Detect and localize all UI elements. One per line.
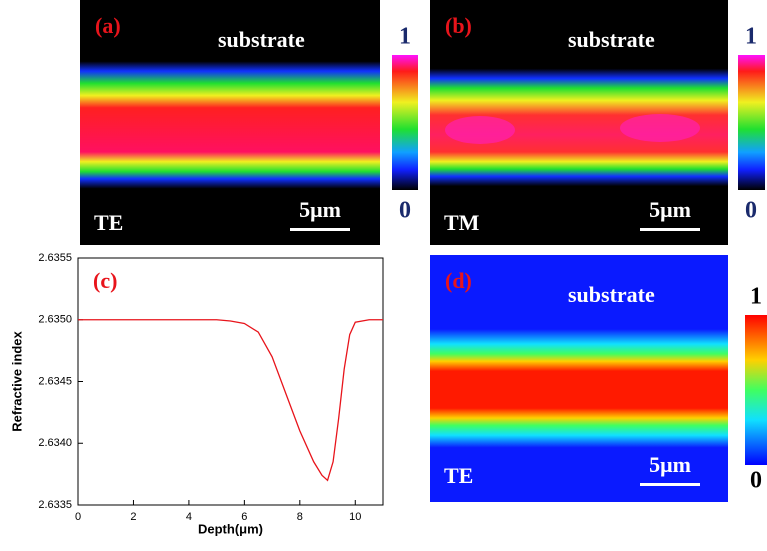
y-tick-label: 2.6345 <box>38 375 72 387</box>
panel-label: (d) <box>445 268 472 293</box>
y-tick-label: 2.6335 <box>38 499 72 511</box>
scale-bar <box>640 483 700 486</box>
region-label: substrate <box>568 282 655 307</box>
scale-bar-label: 5μm <box>649 197 691 222</box>
mode-label: TE <box>94 210 123 235</box>
y-axis-label: Refractive index <box>9 331 24 432</box>
colorbar-tick-label: 0 <box>745 198 757 224</box>
mode-label: TE <box>444 463 473 488</box>
colorbar-tick-label: 0 <box>399 198 411 224</box>
colorbar-tick-label: 1 <box>399 24 411 50</box>
panel-label: (a) <box>95 13 121 38</box>
y-tick-label: 2.6355 <box>38 252 72 264</box>
x-tick-label: 4 <box>186 511 192 523</box>
y-tick-label: 2.6340 <box>38 437 72 449</box>
mode-hotspot <box>445 116 515 144</box>
panel-label: (b) <box>445 13 472 38</box>
mode-label: TM <box>444 210 480 235</box>
y-tick-label: 2.6350 <box>38 314 72 326</box>
scale-bar <box>290 228 350 231</box>
x-tick-label: 2 <box>130 511 136 523</box>
colorbar <box>392 55 418 190</box>
colorbar-tick-label: 1 <box>750 284 762 310</box>
scale-bar <box>640 228 700 231</box>
colorbar <box>745 315 767 465</box>
x-tick-label: 8 <box>297 511 303 523</box>
colorbar-tick-label: 0 <box>750 468 762 494</box>
line-series <box>78 320 383 481</box>
plot-frame <box>78 258 383 505</box>
scale-bar-label: 5μm <box>649 452 691 477</box>
region-label: substrate <box>568 27 655 52</box>
x-tick-label: 0 <box>75 511 81 523</box>
scale-bar-label: 5μm <box>299 197 341 222</box>
panel-label: (c) <box>93 268 117 293</box>
figure: (a)substrateTE5μm10(b)substrateTM5μm10(d… <box>0 0 767 546</box>
colorbar-tick-label: 1 <box>745 24 757 50</box>
mode-hotspot <box>620 114 700 142</box>
x-tick-label: 10 <box>349 511 361 523</box>
x-axis-label: Depth(μm) <box>198 521 263 536</box>
region-label: substrate <box>218 27 305 52</box>
colorbar <box>738 55 765 190</box>
